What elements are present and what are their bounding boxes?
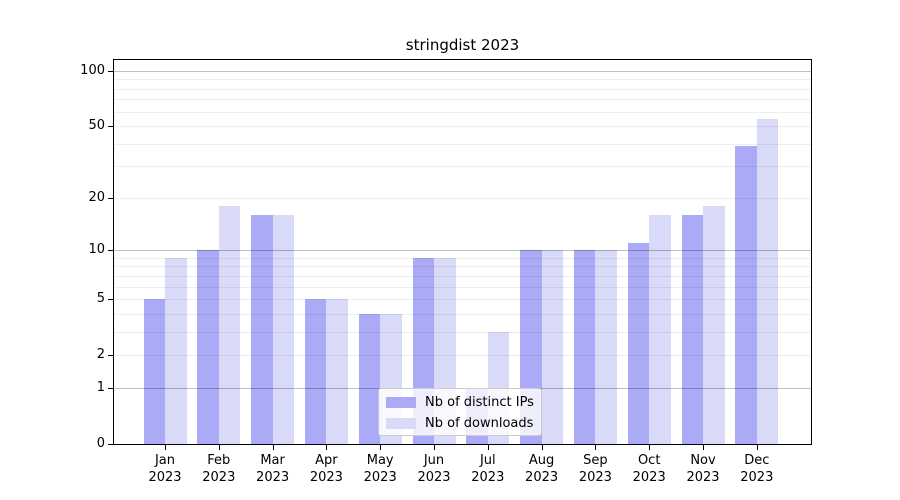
gridline-minor-30 (114, 166, 811, 168)
legend: Nb of distinct IPs Nb of downloads (378, 388, 542, 436)
bar-downloads-nov (703, 206, 725, 444)
gridline-minor-90 (114, 79, 811, 81)
gridline-minor-70 (114, 99, 811, 101)
ytick-label-5: 5 (96, 291, 105, 307)
gridline-minor-7 (114, 275, 811, 277)
xtick-label-apr: Apr 2023 (309, 453, 343, 485)
bar-distinct-ips-nov (681, 215, 703, 444)
ytick-mark-10 (108, 250, 113, 252)
bar-downloads-aug (541, 250, 564, 444)
ytick-label-20: 20 (88, 189, 105, 205)
legend-item-distinct-ips: Nb of distinct IPs (386, 392, 535, 413)
xtick-mark-nov (703, 445, 704, 450)
ytick-label-100: 100 (80, 63, 105, 78)
ytick-label-10: 10 (88, 242, 105, 258)
xtick-label-feb: Feb 2023 (202, 453, 236, 485)
bar-distinct-ips-oct (627, 243, 650, 444)
ytick-mark-0 (108, 444, 113, 445)
xtick-label-mar: Mar 2023 (256, 453, 290, 485)
xtick-mark-jan (165, 445, 166, 450)
gridline-minor-20 (114, 197, 811, 199)
xtick-label-oct: Oct 2023 (632, 453, 666, 485)
legend-label-distinct-ips: Nb of distinct IPs (425, 395, 534, 410)
gridline-minor-6 (114, 286, 811, 288)
xtick-label-jan: Jan 2023 (148, 453, 182, 485)
ytick-mark-20 (108, 197, 113, 199)
xtick-mark-mar (272, 445, 274, 450)
xtick-mark-oct (649, 445, 651, 450)
chart-title: stringdist 2023 (405, 36, 520, 54)
bar-distinct-ips-mar (251, 215, 273, 444)
xtick-mark-may (380, 445, 382, 450)
gridline-minor-60 (114, 111, 811, 113)
ytick-label-50: 50 (88, 118, 105, 134)
ytick-mark-1 (108, 387, 113, 389)
xtick-mark-dec (756, 445, 758, 450)
legend-label-downloads: Nb of downloads (425, 416, 534, 431)
gridline-minor-3 (114, 331, 811, 333)
ytick-label-2: 2 (96, 347, 105, 363)
gridline-minor-5 (114, 299, 811, 301)
xtick-mark-sep (595, 445, 597, 450)
gridline-major-10 (114, 250, 811, 252)
ytick-mark-50 (108, 126, 113, 128)
bar-downloads-oct (649, 215, 671, 444)
xtick-mark-jun (434, 445, 435, 450)
bar-distinct-ips-may (358, 313, 381, 444)
bar-downloads-mar (272, 215, 295, 444)
bar-distinct-ips-jan (143, 299, 165, 444)
ytick-mark-100 (108, 71, 113, 72)
xtick-label-dec: Dec 2023 (740, 453, 774, 485)
gridline-minor-80 (114, 88, 811, 90)
ytick-label-0: 0 (96, 436, 105, 451)
xtick-mark-jul (487, 445, 489, 450)
xtick-mark-apr (326, 445, 328, 450)
gridline-minor-9 (114, 257, 811, 259)
legend-item-downloads: Nb of downloads (386, 413, 535, 434)
bar-distinct-ips-feb (197, 250, 219, 444)
xtick-label-may: May 2023 (363, 453, 397, 485)
xtick-label-nov: Nov 2023 (686, 453, 720, 485)
ytick-mark-5 (108, 299, 113, 301)
gridline-minor-2 (114, 355, 811, 357)
gridline-major-100 (114, 71, 811, 72)
xtick-mark-feb (218, 445, 220, 450)
bar-downloads-sep (595, 250, 617, 444)
bar-downloads-feb (218, 206, 241, 444)
ytick-label-1: 1 (96, 379, 105, 395)
legend-swatch-downloads (386, 418, 416, 429)
legend-swatch-distinct-ips (386, 397, 416, 408)
bar-downloads-jan (165, 257, 187, 444)
bar-downloads-dec (756, 118, 779, 444)
xtick-mark-aug (541, 445, 543, 450)
bar-distinct-ips-dec (735, 145, 757, 444)
xtick-label-jul: Jul 2023 (471, 453, 505, 485)
plot-area: Nb of distinct IPs Nb of downloads (113, 59, 812, 445)
bar-distinct-ips-apr (304, 299, 327, 444)
xtick-label-jun: Jun 2023 (417, 453, 451, 485)
gridline-minor-40 (114, 143, 811, 145)
gridline-minor-50 (114, 126, 811, 128)
gridline-minor-4 (114, 313, 811, 315)
xtick-label-sep: Sep 2023 (578, 453, 612, 485)
bar-distinct-ips-sep (573, 250, 596, 444)
gridline-minor-8 (114, 266, 811, 268)
xtick-label-aug: Aug 2023 (525, 453, 559, 485)
bar-downloads-apr (326, 299, 348, 444)
ytick-mark-2 (108, 355, 113, 357)
